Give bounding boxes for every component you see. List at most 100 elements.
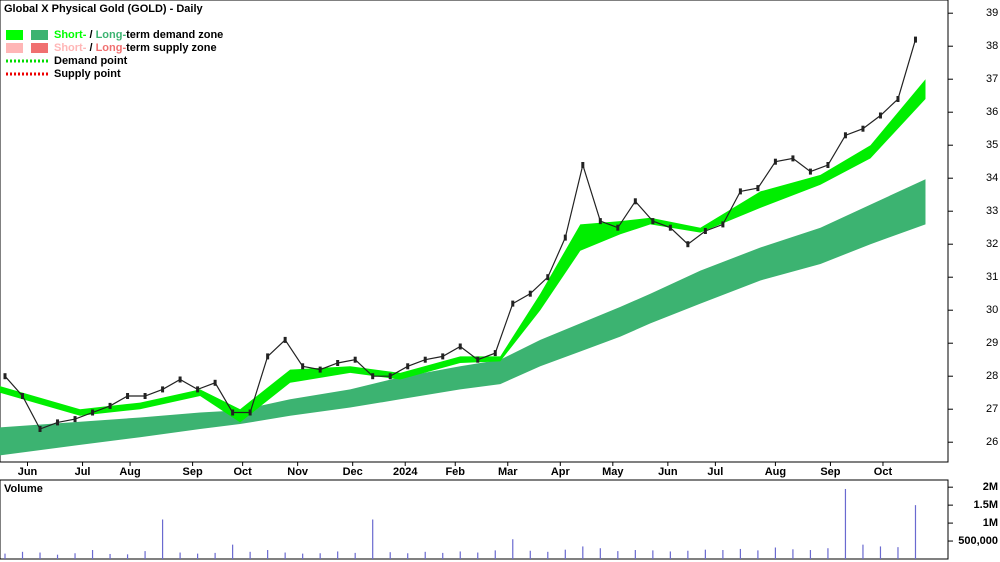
- price-point: [878, 112, 882, 119]
- y-tick-label: 1.5M: [974, 499, 998, 511]
- volume-bar: [652, 550, 654, 559]
- price-point: [301, 363, 305, 370]
- x-tick-label: Sep: [183, 466, 203, 478]
- x-tick-label: 2024: [393, 466, 418, 478]
- legend-text: Supply point: [54, 68, 121, 80]
- x-tick-label: Apr: [551, 466, 571, 478]
- price-point: [406, 363, 410, 370]
- price-point: [721, 221, 725, 228]
- price-point: [528, 290, 532, 297]
- volume-bar: [739, 548, 741, 559]
- legend-swatch: [6, 30, 23, 40]
- legend-part: Long-: [96, 29, 127, 41]
- price-point: [283, 336, 287, 343]
- volume-bar: [126, 554, 129, 559]
- y-tick-label: 35: [986, 139, 998, 151]
- volume-bar: [459, 551, 461, 559]
- volume-bar: [21, 551, 24, 559]
- price-point: [3, 373, 7, 380]
- price-point: [651, 218, 655, 225]
- price-point: [668, 224, 672, 231]
- volume-bar: [914, 505, 917, 559]
- volume-bar: [669, 551, 671, 559]
- volume-bar: [617, 551, 619, 559]
- price-point: [73, 416, 77, 423]
- price-point: [493, 350, 497, 357]
- legend-part: term demand zone: [126, 29, 223, 41]
- volume-bar: [407, 553, 409, 559]
- price-point: [196, 386, 200, 393]
- price-point: [861, 125, 865, 132]
- x-tick-label: Jun: [18, 466, 38, 478]
- price-point: [248, 409, 252, 416]
- volume-bar: [267, 550, 269, 559]
- price-point: [91, 409, 95, 416]
- price-point: [773, 158, 777, 165]
- price-point: [108, 402, 112, 409]
- volume-bar: [774, 547, 777, 559]
- price-point: [388, 373, 392, 380]
- price-point: [791, 155, 795, 162]
- price-point: [266, 353, 270, 360]
- y-tick-label: 27: [986, 403, 998, 415]
- y-tick-label: 31: [986, 271, 998, 283]
- price-point: [423, 356, 427, 363]
- volume-bar: [809, 550, 812, 559]
- volume-bar: [4, 553, 6, 559]
- x-tick-label: Jul: [75, 466, 91, 478]
- volume-bar: [512, 539, 514, 559]
- price-point: [161, 386, 165, 393]
- price-point: [458, 343, 462, 350]
- x-tick-label: Feb: [445, 466, 465, 478]
- volume-title: Volume: [4, 483, 43, 495]
- x-tick-label: Sep: [820, 466, 840, 478]
- volume-bar: [372, 519, 374, 559]
- volume-bar: [91, 550, 94, 559]
- volume-bar: [337, 551, 339, 559]
- price-point: [756, 185, 760, 192]
- volume-bar: [547, 551, 549, 559]
- volume-bar: [844, 488, 847, 559]
- volume-bar: [144, 551, 146, 559]
- x-tick-label: Oct: [874, 466, 893, 478]
- x-tick-label: May: [602, 466, 624, 478]
- volume-bar: [56, 554, 59, 559]
- volume-bar: [39, 552, 41, 559]
- x-tick-label: Mar: [498, 466, 518, 478]
- price-pane: [0, 0, 949, 463]
- price-point: [476, 356, 480, 363]
- y-tick-label: 37: [986, 73, 998, 85]
- y-tick-label: 39: [986, 7, 998, 19]
- x-tick-label: Oct: [233, 466, 252, 478]
- price-point: [563, 234, 567, 241]
- zone-band: [0, 179, 926, 456]
- volume-bar: [529, 550, 531, 559]
- volume-bar: [897, 547, 899, 559]
- y-tick-label: 36: [986, 106, 998, 118]
- volume-bar: [792, 549, 794, 559]
- legend-part: Short-: [54, 42, 87, 54]
- x-tick-label: Aug: [765, 466, 786, 478]
- price-point: [598, 218, 602, 225]
- price-point: [913, 36, 917, 43]
- y-tick-label: 28: [986, 370, 998, 382]
- volume-bar: [494, 550, 496, 559]
- legend-part: /: [86, 42, 95, 54]
- volume-bar: [109, 553, 111, 559]
- price-point: [318, 366, 322, 373]
- y-tick-label: 38: [986, 40, 998, 52]
- price-point: [826, 162, 830, 168]
- volume-bar: [179, 552, 181, 559]
- price-point: [336, 360, 340, 366]
- legend-part: /: [86, 29, 95, 41]
- price-point: [21, 393, 25, 399]
- price-point: [703, 228, 707, 234]
- volume-bar: [687, 550, 689, 559]
- price-point: [371, 373, 375, 380]
- volume-bar: [74, 553, 76, 559]
- y-tick-label: 500,000: [958, 535, 998, 547]
- price-point: [581, 162, 585, 168]
- price-point: [546, 274, 550, 281]
- price-point: [56, 419, 60, 426]
